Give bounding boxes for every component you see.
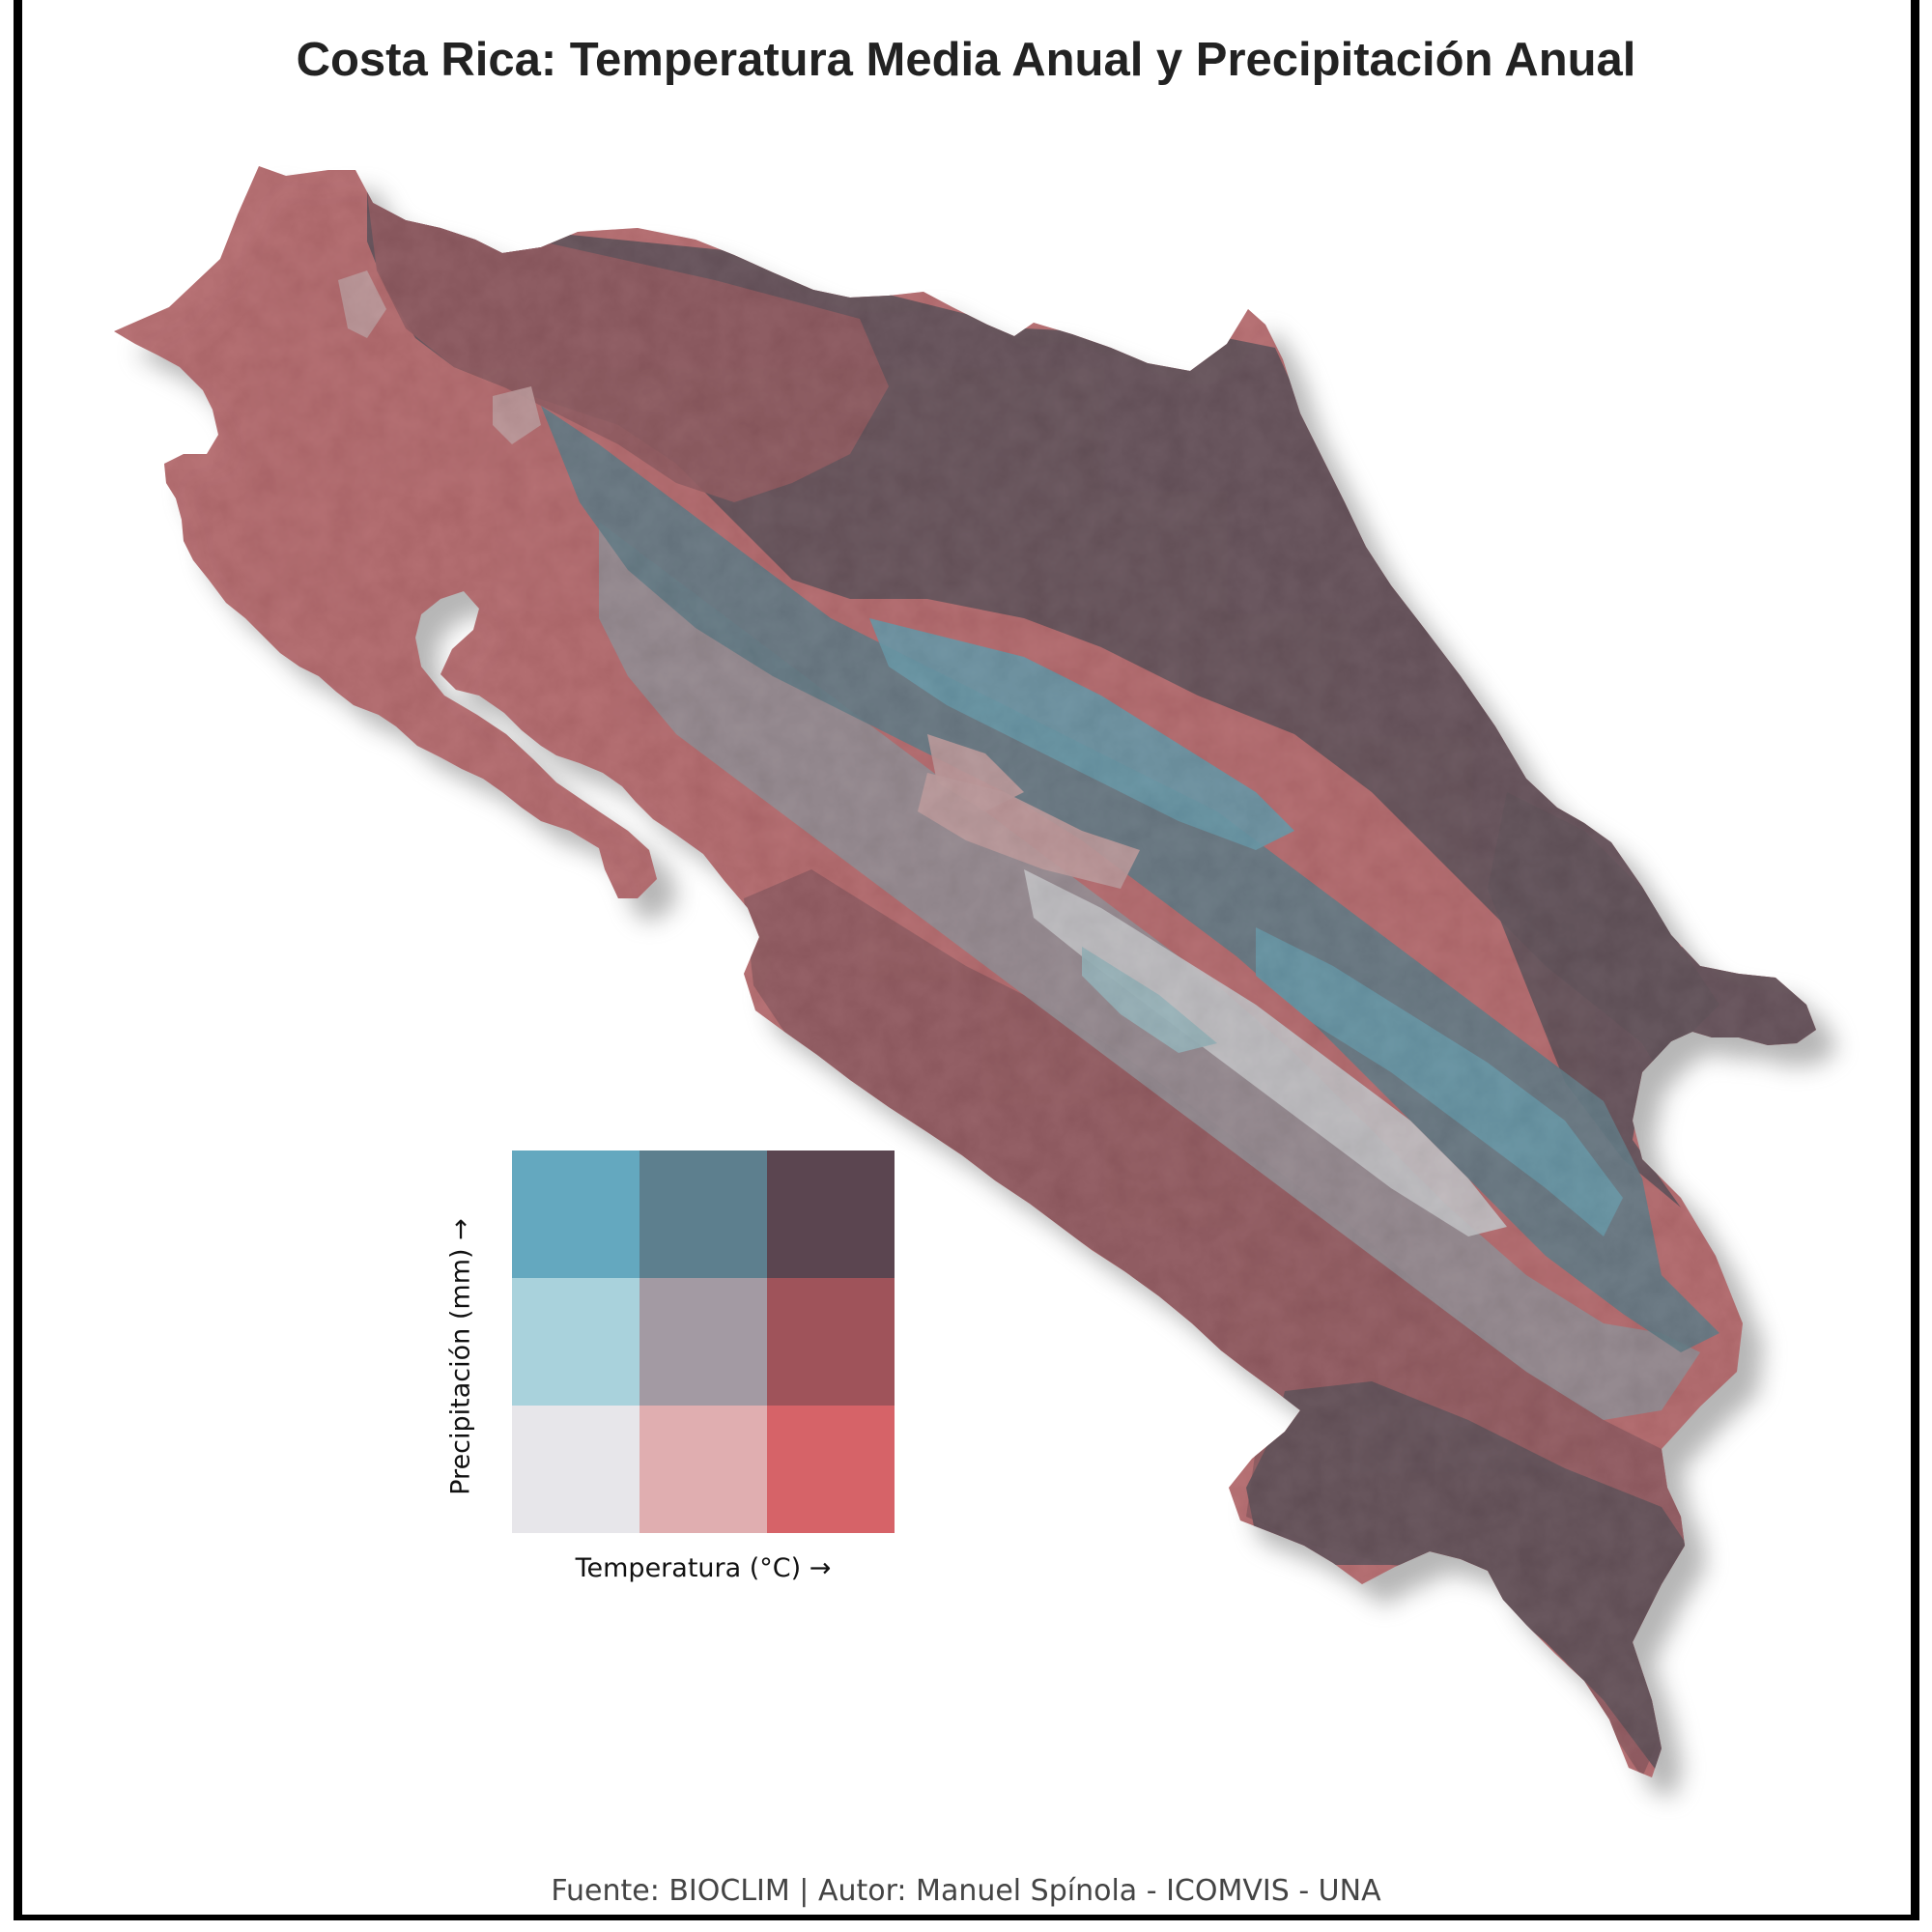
bivariate-legend xyxy=(512,1151,895,1533)
frame-bottom-border xyxy=(14,1915,1919,1920)
legend-y-axis-label: Precipitación (mm) → xyxy=(445,1218,476,1495)
frame-left-border xyxy=(14,0,22,1920)
legend-cell-r0-c0 xyxy=(512,1151,639,1278)
legend-cell-r1-c1 xyxy=(639,1278,767,1406)
legend-cell-r2-c2 xyxy=(767,1406,895,1533)
legend-cell-r2-c1 xyxy=(639,1406,767,1533)
legend-cell-r1-c0 xyxy=(512,1278,639,1406)
legend-cell-r1-c2 xyxy=(767,1278,895,1406)
frame-right-border xyxy=(1911,0,1919,1920)
legend-x-axis-label: Temperatura (°C) → xyxy=(575,1553,832,1583)
map-title: Costa Rica: Temperatura Media Anual y Pr… xyxy=(296,34,1636,86)
legend-cell-r0-c2 xyxy=(767,1151,895,1278)
legend-cell-r2-c0 xyxy=(512,1406,639,1533)
legend-cell-r0-c1 xyxy=(639,1151,767,1278)
source-caption: Fuente: BIOCLIM | Autor: Manuel Spínola … xyxy=(551,1874,1381,1908)
